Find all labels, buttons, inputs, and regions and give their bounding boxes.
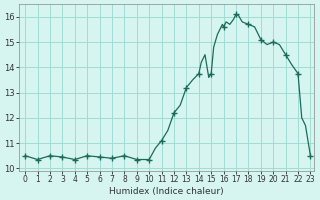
X-axis label: Humidex (Indice chaleur): Humidex (Indice chaleur) — [109, 187, 224, 196]
